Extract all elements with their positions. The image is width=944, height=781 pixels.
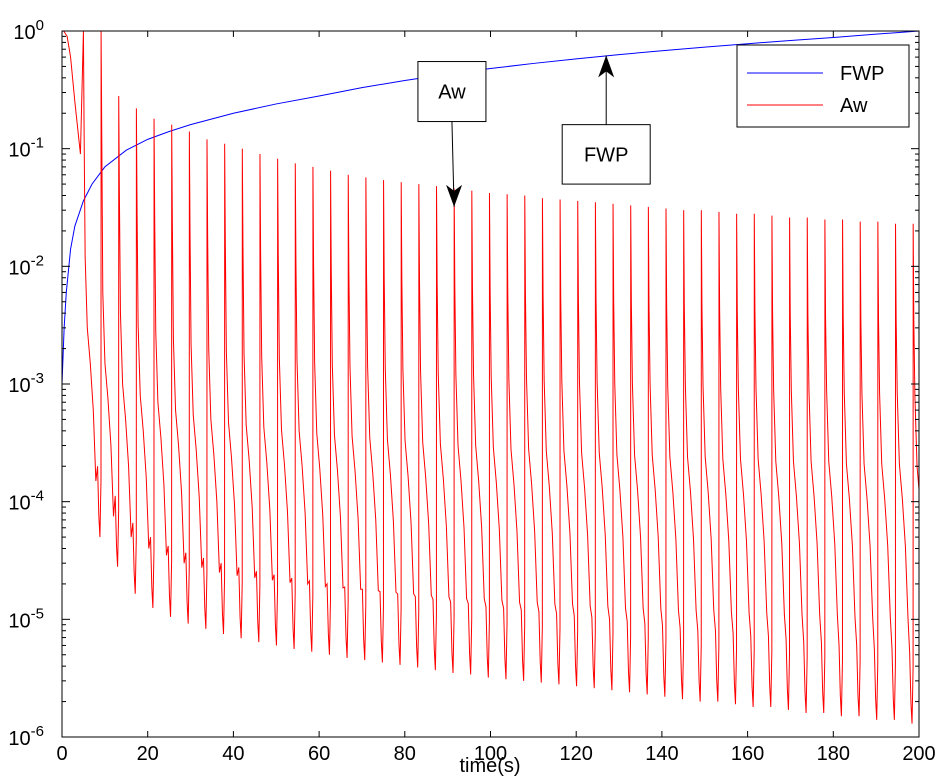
x-tick-label: 140: [645, 743, 678, 765]
y-tick-label: 100: [13, 17, 44, 44]
x-tick-label: 60: [308, 743, 330, 765]
x-tick-label: 200: [902, 743, 935, 765]
y-tick-label: 10-2: [8, 252, 44, 279]
x-tick-label: 100: [474, 743, 507, 765]
axis-layer: 0 20 40 60 80 100 120 140 160 180 200 100 10-1 10-2 10…: [8, 17, 935, 765]
x-tick-label: 80: [394, 743, 416, 765]
series-aw-line: [63, 31, 919, 724]
x-axis-label: time(s): [459, 755, 520, 777]
legend-label-fwp: FWP: [840, 63, 884, 85]
y-tick-label: 10-1: [8, 135, 44, 162]
series-fwp-line: [62, 31, 919, 385]
legend-label-aw: Aw: [840, 95, 868, 117]
y-tick-label: 10-6: [8, 723, 44, 750]
x-tick-label: 40: [222, 743, 244, 765]
annotation-box: [417, 61, 487, 123]
y-tick-label: 10-4: [8, 488, 44, 515]
x-tick-label: 160: [731, 743, 764, 765]
annotation-layer: Aw FWP: [417, 55, 651, 207]
x-tick-label: 0: [56, 743, 67, 765]
x-tick-label: 180: [817, 743, 850, 765]
y-tick-label: 10-3: [8, 370, 44, 397]
y-tick-label: 10-5: [8, 605, 44, 632]
annotation-text: FWP: [584, 144, 628, 166]
annotation-arrowhead: [598, 55, 615, 78]
legend: FWP Aw: [736, 44, 910, 128]
annotation-text: Aw: [438, 82, 466, 104]
plot-frame: [61, 30, 920, 738]
series-layer: [62, 31, 919, 724]
annotation-arrowhead: [446, 184, 463, 207]
x-tick-label: 120: [560, 743, 593, 765]
annotation-box: [561, 124, 651, 185]
x-tick-label: 20: [137, 743, 159, 765]
legend-box: [736, 44, 910, 128]
